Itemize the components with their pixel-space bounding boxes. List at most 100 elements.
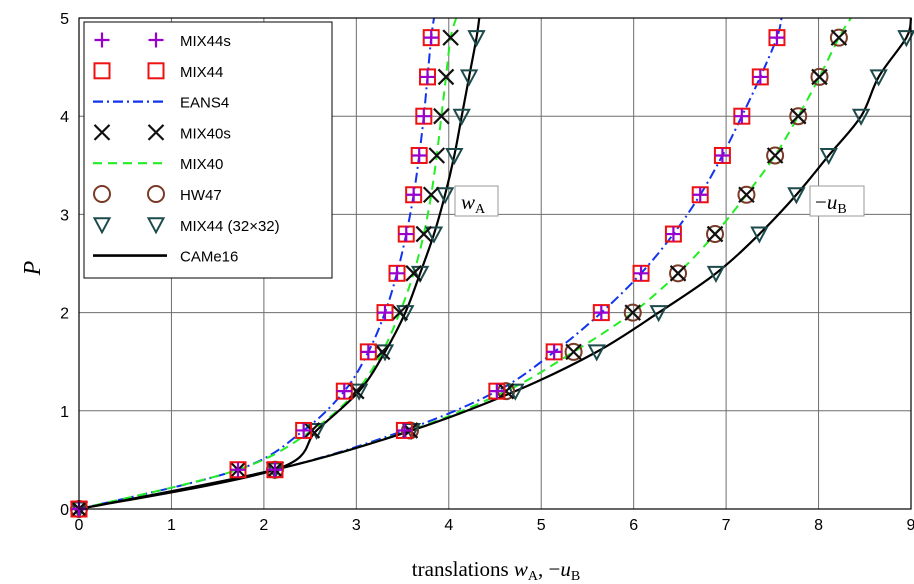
- data-point-mix40s-wA: [428, 147, 446, 164]
- data-point-mix44-32-32--uB: [819, 147, 838, 166]
- data-point-mix40s-wA: [373, 343, 391, 361]
- x-axis-label-u: u: [560, 557, 571, 581]
- x-tick-label: 0: [75, 517, 84, 534]
- data-point-mix40s-wA: [433, 107, 450, 125]
- data-point-mix44-32-32--uB: [506, 383, 525, 401]
- data-point-mix44s-wA: [296, 422, 312, 438]
- x-axis-label-w-subscript: A: [528, 569, 539, 584]
- x-axis-label-separator: ,: [538, 557, 549, 581]
- data-point-mix44s-uB: [714, 147, 730, 163]
- data-point-mix44s-uB: [489, 383, 505, 399]
- data-point-mix40s-wA: [437, 68, 455, 86]
- data-point-mix44-32-32--wA: [435, 187, 455, 205]
- x-tick-label: 3: [352, 517, 361, 534]
- data-point-mix44s-wA: [230, 462, 246, 478]
- data-point-mix44s-wA: [336, 383, 352, 399]
- curves: [78, 17, 913, 511]
- plot-frame: [78, 17, 912, 510]
- data-point-mix44s-uB: [665, 226, 681, 242]
- data-point-mix44s-uB: [593, 305, 609, 321]
- annotation-ub-subscript: B: [837, 202, 846, 217]
- series-line-came16-uB: [78, 17, 913, 511]
- data-point-mix44s-uB: [546, 344, 562, 360]
- data-point-mix44s-uB: [752, 69, 768, 85]
- series-line-mix40-uB: [78, 17, 852, 510]
- data-point-mix44-32-32--wA: [445, 147, 464, 166]
- legend-label-mix40: MIX40: [180, 156, 223, 173]
- x-axis-label-prefix: translations: [412, 557, 514, 581]
- annotation-wa-box: [454, 185, 499, 217]
- y-axis-label: P: [20, 260, 46, 276]
- annotation-ub: −uB: [815, 190, 847, 217]
- x-tick-label: 7: [722, 517, 731, 534]
- tick-labels: 0 1 2 3 4 5 6 7 8 9 0 1 2 3 4 5: [60, 11, 914, 534]
- data-point-mix40s-wA: [391, 304, 409, 321]
- x-tick-label: 5: [537, 517, 546, 534]
- legend-box: [83, 21, 333, 279]
- x-tick-label: 6: [629, 517, 638, 534]
- data-point-mix40s-uB: [669, 265, 687, 282]
- legend-label-mix44s: MIX44s: [180, 33, 231, 50]
- data-point-mix44s-wA: [406, 187, 422, 203]
- data-point-mix40s-uB: [624, 304, 642, 321]
- x-axis-label-u-subscript: B: [571, 569, 580, 584]
- axes: [78, 17, 912, 510]
- annotation-wa-subscript: A: [475, 202, 486, 217]
- y-tick-label: 1: [60, 404, 69, 421]
- data-point-mix44s-uB: [692, 187, 708, 203]
- legend-symbol-mix44s: [148, 32, 164, 48]
- legend-symbol-hw47: [93, 185, 111, 203]
- x-axis-label: translations wA, −uB: [412, 557, 580, 584]
- data-point-mix40s-uB: [830, 29, 848, 46]
- data-point-mix44s-wA: [411, 147, 427, 163]
- data-point-hw47-uB: [829, 28, 848, 47]
- annotation-ub-box: [809, 185, 865, 217]
- legend-symbol-mix44-32-32-: [146, 217, 166, 235]
- data-point-mix40s-wA: [442, 29, 459, 46]
- legend-symbol-mix44s: [94, 32, 110, 48]
- data-point-mix40s-wA: [405, 265, 422, 282]
- markers: [69, 28, 914, 519]
- data-point-mix44s-uB: [734, 108, 750, 124]
- data-point-mix44-32-32--uB: [649, 305, 668, 323]
- y-tick-label: 3: [60, 207, 69, 224]
- data-point-mix40s-uB: [811, 68, 828, 86]
- data-point-hw47-uB: [669, 264, 688, 283]
- legend-label-came16: CAMe16: [180, 249, 238, 266]
- data-point-mix44s-uB: [267, 462, 283, 478]
- data-point-mix44-32-32--uB: [706, 265, 726, 283]
- data-point-mix40s-uB: [766, 147, 784, 164]
- y-tick-label: 4: [60, 109, 69, 126]
- data-point-mix44s-uB: [396, 422, 412, 438]
- series-line-came16-wA: [78, 17, 481, 511]
- legend-label-mix40s: MIX40s: [180, 125, 231, 142]
- data-point-hw47-uB: [623, 303, 642, 322]
- data-point-mix40s-uB: [738, 186, 755, 204]
- legend-symbol-hw47: [147, 185, 165, 203]
- data-point-mix44s-wA: [398, 226, 414, 242]
- data-point-mix44s-wA: [389, 265, 405, 281]
- x-tick-label: 2: [259, 517, 268, 534]
- annotation-wa: wA: [461, 190, 486, 217]
- annotation-ub-minus: −: [815, 190, 827, 214]
- data-point-mix44-32-32--uB: [587, 344, 606, 362]
- data-point-hw47-uB: [789, 107, 808, 126]
- legend: MIX44s MIX44 EANS4 MIX40s MIX40 HW47 MIX44 (32…: [83, 21, 333, 279]
- data-point-mix44-32-32--uB: [851, 108, 871, 126]
- annotations: wA −uB: [454, 185, 865, 217]
- data-point-hw47-uB: [737, 185, 756, 204]
- y-tick-label: 2: [60, 306, 69, 323]
- legend-label-mix44-32-32-: MIX44 (32×32): [180, 218, 280, 235]
- legend-label-hw47: HW47: [180, 187, 222, 204]
- data-point-hw47-uB: [706, 225, 725, 244]
- legend-label-eans4: EANS4: [180, 95, 229, 112]
- data-point-mix44-32-32--wA: [467, 30, 486, 48]
- data-point-mix44s-wA: [377, 305, 393, 321]
- y-tick-label: 5: [60, 11, 69, 28]
- data-point-mix40s-wA: [415, 225, 433, 243]
- data-point-mix44-32-32--uB: [750, 226, 769, 244]
- legend-symbol-mix40s: [147, 124, 165, 141]
- data-point-mix44s-wA: [420, 69, 436, 85]
- legend-symbol-mix44-32-32-: [92, 217, 112, 235]
